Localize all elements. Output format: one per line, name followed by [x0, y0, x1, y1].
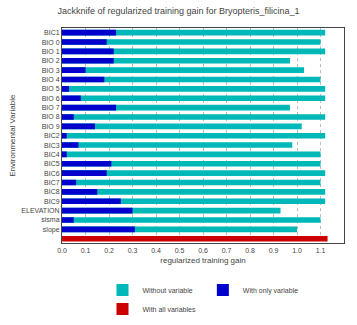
svg-text:BIO 6: BIO 6	[42, 95, 60, 102]
svg-text:With all variables: With all variables	[143, 306, 196, 313]
svg-text:0.0: 0.0	[57, 247, 67, 254]
svg-text:slope: slope	[43, 226, 60, 234]
svg-text:BIC1: BIC1	[44, 29, 60, 36]
svg-text:BIC3: BIC3	[44, 142, 60, 149]
svg-text:0.8: 0.8	[245, 247, 255, 254]
svg-text:0.1: 0.1	[81, 247, 91, 254]
svg-text:BIC9: BIC9	[44, 198, 60, 205]
svg-text:0.2: 0.2	[104, 247, 114, 254]
svg-text:0.4: 0.4	[151, 247, 161, 254]
svg-text:BIO 0: BIO 0	[42, 39, 60, 46]
svg-text:BIO 3: BIO 3	[42, 67, 60, 74]
svg-text:BIO 2: BIO 2	[42, 57, 60, 64]
svg-text:BIC7: BIC7	[44, 179, 60, 186]
svg-text:BIO 7: BIO 7	[42, 104, 60, 111]
svg-text:BIC2: BIC2	[44, 132, 60, 139]
svg-text:Jackknife of regularized train: Jackknife of regularized training gain f…	[57, 6, 299, 16]
svg-text:BIC6: BIC6	[44, 170, 60, 177]
svg-text:0.6: 0.6	[198, 247, 208, 254]
svg-text:0.7: 0.7	[222, 247, 232, 254]
svg-text:BIC8: BIC8	[44, 188, 60, 195]
svg-text:With only variable: With only variable	[243, 287, 298, 295]
svg-text:BIO 4: BIO 4	[42, 76, 60, 83]
svg-text:Without variable: Without variable	[143, 287, 193, 294]
svg-text:regularized training gain: regularized training gain	[160, 256, 245, 265]
svg-text:BIC5: BIC5	[44, 160, 60, 167]
svg-text:0.5: 0.5	[175, 247, 185, 254]
svg-text:Environmental Variable: Environmental Variable	[8, 94, 17, 177]
svg-text:1.0: 1.0	[292, 247, 302, 254]
svg-text:BIO 1: BIO 1	[42, 48, 60, 55]
svg-text:0.9: 0.9	[269, 247, 279, 254]
svg-text:ELEVATION: ELEVATION	[21, 207, 59, 214]
svg-text:BIC4: BIC4	[44, 151, 60, 158]
svg-text:BIO 9: BIO 9	[42, 123, 60, 130]
svg-text:BIO 8: BIO 8	[42, 113, 60, 120]
svg-text:1.1: 1.1	[316, 247, 326, 254]
svg-text:BIO 5: BIO 5	[42, 85, 60, 92]
svg-text:sisma: sisma	[41, 216, 59, 223]
svg-text:0.3: 0.3	[128, 247, 138, 254]
